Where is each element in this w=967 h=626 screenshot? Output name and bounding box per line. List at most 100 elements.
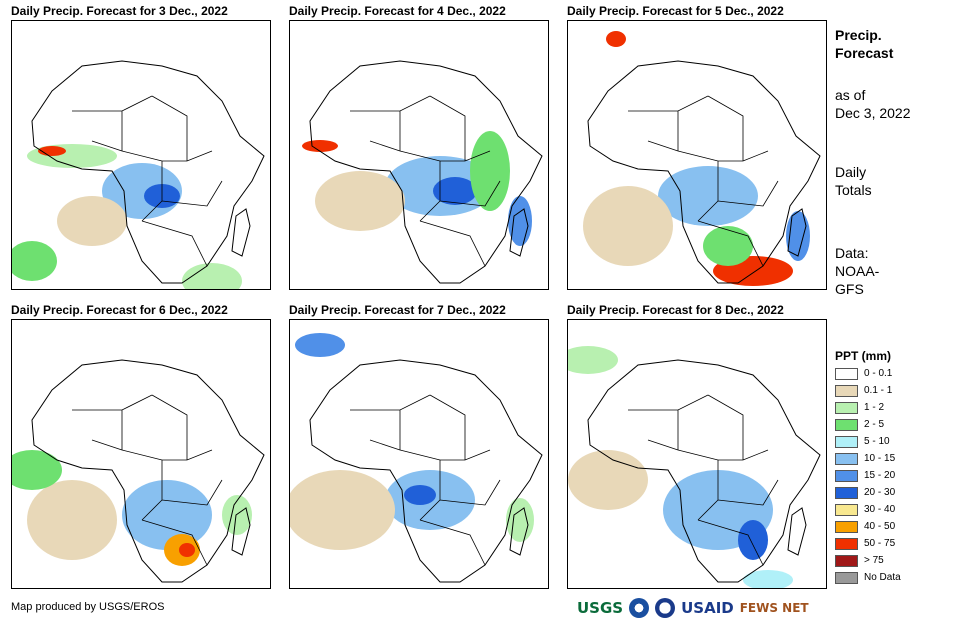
legend-item: 30 - 40	[835, 501, 955, 518]
map-panel-dec3: Daily Precip. Forecast for 3 Dec., 2022	[11, 4, 271, 290]
country-borders	[72, 394, 223, 566]
legend-item: 20 - 30	[835, 484, 955, 501]
legend-label: 0.1 - 1	[864, 385, 893, 396]
legend-item: 2 - 5	[835, 416, 955, 433]
precip-area	[506, 498, 534, 542]
legend-swatch	[835, 537, 858, 550]
noaa-logo-icon	[629, 598, 650, 618]
usgs-logo: USGS	[577, 599, 624, 617]
legend-swatch	[835, 452, 858, 465]
forecast-map	[289, 20, 549, 290]
precip-area	[179, 543, 195, 557]
legend-swatch	[835, 435, 858, 448]
legend-item: 0.1 - 1	[835, 382, 955, 399]
sidebar-title-line1: Precip.	[835, 27, 882, 43]
legend-label: 30 - 40	[864, 504, 896, 515]
africa-map-svg	[583, 31, 821, 286]
coastline	[787, 507, 807, 556]
sidebar-data-line2: NOAA-	[835, 263, 880, 279]
legend-item: No Data	[835, 569, 955, 586]
legend-swatch	[835, 367, 858, 380]
legend-item: 15 - 20	[835, 467, 955, 484]
map-panel-dec5: Daily Precip. Forecast for 5 Dec., 2022	[567, 4, 827, 290]
legend-label: 2 - 5	[864, 419, 885, 430]
coastline	[231, 507, 251, 556]
precip-area	[583, 186, 673, 266]
sidebar-data-source: Data: NOAA- GFS	[835, 244, 879, 298]
panel-title: Daily Precip. Forecast for 8 Dec., 2022	[567, 303, 784, 317]
map-panel-dec6: Daily Precip. Forecast for 6 Dec., 2022	[11, 303, 271, 589]
legend-item: > 75	[835, 552, 955, 569]
fewsnet-logo: FEWS NET	[739, 601, 809, 615]
legend-label: 0 - 0.1	[864, 368, 893, 379]
agency-logos: USGS USAID FEWS NET	[577, 596, 809, 620]
legend-swatch	[835, 401, 858, 414]
sidebar-title: Precip. Forecast	[835, 26, 893, 62]
panel-title: Daily Precip. Forecast for 3 Dec., 2022	[11, 4, 228, 18]
legend-label: 50 - 75	[864, 538, 896, 549]
legend: PPT (mm) 0 - 0.1 0.1 - 1 1 - 2 2 - 5 5 - 10 1…	[835, 349, 955, 586]
map-panel-dec7: Daily Precip. Forecast for 7 Dec., 2022	[289, 303, 549, 589]
africa-map-svg	[12, 359, 265, 583]
forecast-map	[11, 319, 271, 589]
legend-swatch	[835, 520, 858, 533]
precip-area	[182, 263, 242, 289]
africa-map-svg	[302, 60, 543, 284]
sidebar-totals-line1: Daily	[835, 164, 867, 180]
sidebar-data-line1: Data:	[835, 245, 869, 261]
legend-title: PPT (mm)	[835, 349, 892, 363]
legend-label: 20 - 30	[864, 487, 896, 498]
legend-label: 40 - 50	[864, 521, 896, 532]
country-borders	[350, 394, 501, 566]
map-credit: Map produced by USGS/EROS	[11, 601, 165, 613]
precip-area	[568, 346, 618, 374]
sidebar-totals: Daily Totals	[835, 163, 872, 199]
legend-swatch	[835, 486, 858, 499]
legend-label: 5 - 10	[864, 436, 890, 447]
legend-label: 15 - 20	[864, 470, 896, 481]
usaid-logo: USAID	[681, 599, 734, 617]
country-borders	[350, 95, 501, 267]
precip-area	[404, 485, 436, 505]
precip-area	[743, 570, 793, 588]
country-borders	[628, 95, 779, 267]
precip-area	[290, 470, 395, 550]
panel-title: Daily Precip. Forecast for 7 Dec., 2022	[289, 303, 506, 317]
legend-items: 0 - 0.1 0.1 - 1 1 - 2 2 - 5 5 - 10 10 - 15 15 …	[835, 365, 955, 586]
precip-area	[315, 171, 405, 231]
precip-area	[302, 140, 338, 152]
panel-title: Daily Precip. Forecast for 5 Dec., 2022	[567, 4, 784, 18]
precip-area	[786, 211, 810, 261]
country-borders	[628, 394, 779, 566]
legend-item: 50 - 75	[835, 535, 955, 552]
legend-label: > 75	[864, 555, 884, 566]
sidebar-asof-line1: as of	[835, 87, 866, 103]
map-panel-dec4: Daily Precip. Forecast for 4 Dec., 2022	[289, 4, 549, 290]
africa-map-svg	[568, 346, 821, 588]
precip-area	[658, 166, 758, 226]
legend-item: 1 - 2	[835, 399, 955, 416]
legend-label: 1 - 2	[864, 402, 885, 413]
sidebar-asof: as of Dec 3, 2022	[835, 86, 911, 122]
legend-swatch	[835, 554, 858, 567]
coastline	[787, 208, 807, 257]
precip-area	[27, 144, 117, 168]
legend-item: 5 - 10	[835, 433, 955, 450]
legend-swatch	[835, 418, 858, 431]
precip-area	[57, 196, 127, 246]
legend-label: No Data	[864, 572, 901, 583]
forecast-map	[289, 319, 549, 589]
africa-map-svg	[290, 333, 543, 583]
africa-map-svg	[12, 60, 265, 289]
precip-area	[12, 450, 62, 490]
legend-swatch	[835, 571, 858, 584]
map-panel-dec8: Daily Precip. Forecast for 8 Dec., 2022	[567, 303, 827, 589]
sidebar-asof-date: Dec 3, 2022	[835, 105, 911, 121]
coastline	[509, 507, 529, 556]
forecast-map	[11, 20, 271, 290]
forecast-map	[567, 319, 827, 589]
sidebar-totals-line2: Totals	[835, 182, 872, 198]
panel-title: Daily Precip. Forecast for 6 Dec., 2022	[11, 303, 228, 317]
precip-area	[568, 450, 648, 510]
precip-area	[27, 480, 117, 560]
